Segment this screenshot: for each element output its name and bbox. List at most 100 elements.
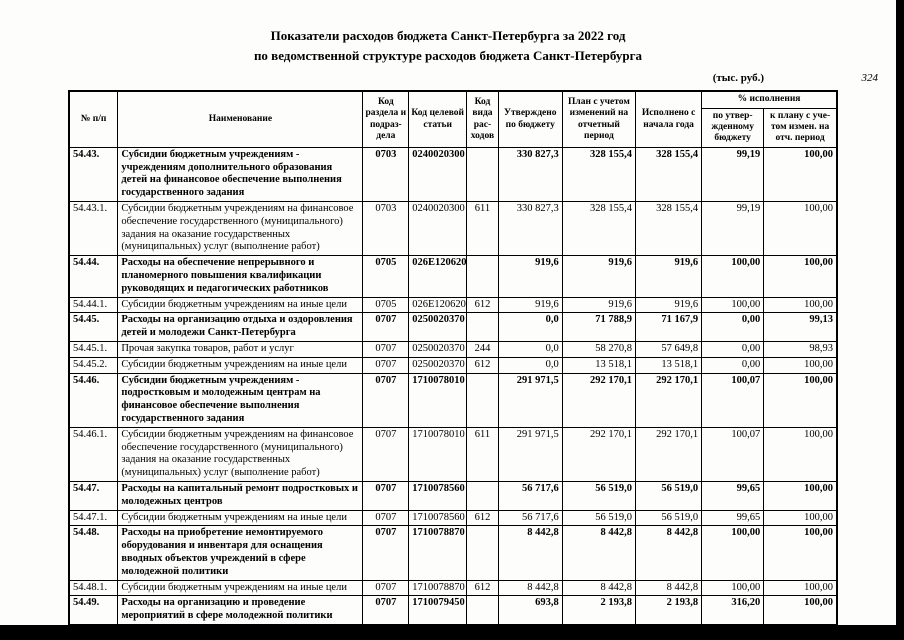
cell-pct_plan: 100,00 [763,509,838,527]
cell-plan_changed: 328 155,4 [561,146,637,203]
cell-pct_plan: 100,00 [763,255,838,298]
cell-num: 54.47.1. [68,509,119,527]
cell-name: Прочая закупка товаров, работ и услуг [117,341,364,358]
col-header-executed: Исполнено с начала года [635,90,703,148]
cell-executed: 8 442,8 [635,525,703,581]
cell-code_type: 611 [466,201,499,257]
cell-pct_budget: 0,00 [701,356,765,374]
cell-name: Субсидии бюджетным учреждениям на иные ц… [117,579,364,597]
cell-code_type: 244 [466,341,499,358]
cell-code_section: 0707 [362,356,410,374]
cell-pct_plan: 100,00 [763,579,838,597]
cell-executed: 71 167,9 [635,312,703,342]
table-row: 54.46. Субсидии бюджетным учреждениям - п… [68,372,838,428]
table-row: 54.46.1. Субсидии бюджетным учреждениям н… [68,426,838,482]
col-header-name: Наименование [117,90,364,148]
cell-code_target: 0250020370 [408,312,468,342]
cell-approved: 330 827,3 [497,146,563,203]
cell-approved: 56 717,6 [497,480,563,511]
cell-num: 54.44.1. [68,296,119,314]
cell-code_target: 0250020370 [408,356,468,374]
col-header-pct-group: % исполнения [701,90,838,109]
cell-code_type: 612 [466,579,499,597]
cell-code_type [466,480,499,511]
document-title-line1: Показатели расходов бюджета Санкт-Петерб… [270,28,626,43]
cell-pct_plan: 100,00 [763,296,838,314]
cell-executed: 2 193,8 [635,595,703,626]
cell-pct_plan: 98,93 [763,341,838,358]
table-row: 54.43. Субсидии бюджетным учреждениям - у… [68,146,838,203]
cell-approved: 8 442,8 [497,525,563,581]
table-row: 54.44. Расходы на обеспечение непрерывног… [68,255,838,298]
table-row: 54.48. Расходы на приобретение немонтируе… [68,525,838,581]
cell-code_type: 612 [466,296,499,314]
table-row: 54.44.1. Субсидии бюджетным учреждениям н… [68,296,838,314]
meta-row: (тыс. руб.) 324 [68,72,878,88]
table-row: 54.48.1. Субсидии бюджетным учреждениям н… [68,579,838,597]
cell-code_target: 026E120620 [408,296,468,314]
cell-approved: 330 827,3 [497,201,563,257]
cell-code_section: 0707 [362,525,410,581]
col-header-code-type: Код вида рас- ходов [466,90,499,148]
cell-name: Расходы на приобретение немонтируемого о… [117,525,364,581]
table-header: № п/п Наименование Код раздела и подраз-… [68,90,838,148]
cell-code_target: 1710078010 [408,426,468,482]
cell-pct_budget: 100,00 [701,525,765,581]
cell-num: 54.46. [68,372,119,428]
col-header-pct-plan: к плану с уче- том измен. на отч. период [763,107,838,148]
units-note: (тыс. руб.) [712,72,764,85]
cell-code_type [466,312,499,342]
table-row: 54.45. Расходы на организацию отдыха и оз… [68,312,838,342]
cell-executed: 919,6 [635,296,703,314]
cell-executed: 328 155,4 [635,201,703,257]
cell-pct_budget: 99,19 [701,146,765,203]
cell-num: 54.45. [68,312,119,342]
cell-plan_changed: 328 155,4 [561,201,637,257]
cell-name: Субсидии бюджетным учреждениям на финанс… [117,201,364,257]
cell-executed: 919,6 [635,255,703,298]
cell-plan_changed: 919,6 [561,255,637,298]
cell-approved: 693,8 [497,595,563,626]
cell-pct_budget: 99,65 [701,509,765,527]
cell-num: 54.43.1. [68,201,119,257]
cell-num: 54.48.1. [68,579,119,597]
cell-name: Расходы на организацию отдыха и оздоровл… [117,312,364,342]
cell-pct_budget: 0,00 [701,312,765,342]
cell-num: 54.44. [68,255,119,298]
cell-code_section: 0707 [362,426,410,482]
cell-name: Субсидии бюджетным учреждениям на финанс… [117,426,364,482]
cell-code_section: 0707 [362,372,410,428]
document-page: Показатели расходов бюджета Санкт-Петерб… [0,0,896,626]
cell-code_target: 026E120620 [408,255,468,298]
cell-code_type: 611 [466,426,499,482]
cell-code_section: 0705 [362,255,410,298]
cell-num: 54.43. [68,146,119,203]
cell-executed: 57 649,8 [635,341,703,358]
cell-num: 54.48. [68,525,119,581]
cell-code_type [466,595,499,626]
table-row: 54.45.1. Прочая закупка товаров, работ и … [68,341,838,358]
cell-approved: 291 971,5 [497,372,563,428]
cell-approved: 8 442,8 [497,579,563,597]
cell-num: 54.47. [68,480,119,511]
cell-pct_budget: 99,65 [701,480,765,511]
cell-code_type [466,146,499,203]
cell-code_target: 0240020300 [408,146,468,203]
cell-name: Расходы на капитальный ремонт подростков… [117,480,364,511]
cell-pct_plan: 100,00 [763,426,838,482]
col-header-pct-budget: по утвер- жденному бюджету [701,107,765,148]
table-row: 54.43.1. Субсидии бюджетным учреждениям н… [68,201,838,257]
cell-code_section: 0707 [362,341,410,358]
table-row: 54.45.2. Субсидии бюджетным учреждениям н… [68,356,838,374]
cell-plan_changed: 71 788,9 [561,312,637,342]
cell-code_type: 612 [466,356,499,374]
cell-plan_changed: 13 518,1 [561,356,637,374]
cell-code_type [466,525,499,581]
cell-code_target: 1710078560 [408,480,468,511]
col-header-code-section: Код раздела и подраз- дела [362,90,410,148]
cell-pct_plan: 100,00 [763,595,838,626]
cell-pct_plan: 100,00 [763,146,838,203]
cell-pct_plan: 100,00 [763,372,838,428]
col-header-approved: Утверждено по бюджету [497,90,563,148]
cell-code_type [466,255,499,298]
